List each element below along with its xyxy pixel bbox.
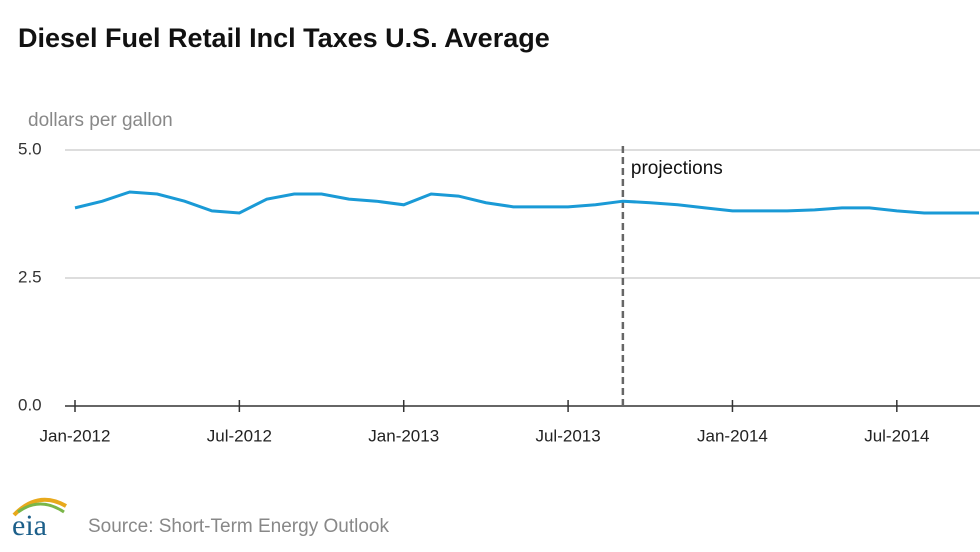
source: Source: Short-Term Energy Outlook xyxy=(88,516,389,537)
logo-arc xyxy=(17,502,65,514)
line xyxy=(74,190,979,215)
chart-title: Diesel Fuel Retail Incl Taxes U.S. Avera… xyxy=(18,23,550,53)
logo-text: eia xyxy=(12,509,47,542)
x-tick-label: Jul-2012 xyxy=(207,426,272,445)
y-axis-label: dollars per gallon xyxy=(28,110,173,131)
x-tick-label: Jan-2014 xyxy=(697,426,768,445)
x-tick-label: Jan-2012 xyxy=(40,426,111,445)
y-tick-label: 0.0 xyxy=(18,395,42,414)
x-tick-label: Jul-2014 xyxy=(864,426,929,445)
logo: eia xyxy=(12,497,67,542)
y-tick-label: 2.5 xyxy=(18,267,42,286)
x-tick-label: Jul-2013 xyxy=(535,426,600,445)
y-tick-label: 5.0 xyxy=(18,139,42,158)
x-tick-label: Jan-2013 xyxy=(368,426,439,445)
projection-label: projections xyxy=(631,158,723,179)
